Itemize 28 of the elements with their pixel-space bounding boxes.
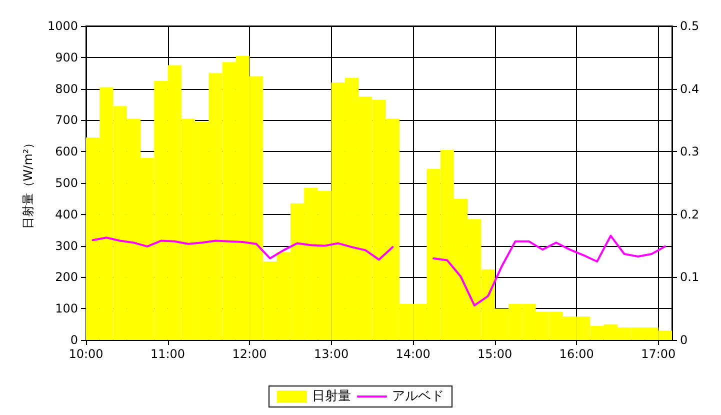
- y2-tick-label: 0.4: [680, 82, 700, 96]
- y-tick-label: 200: [55, 270, 78, 284]
- x-tick-label: 15:00: [478, 347, 512, 361]
- legend-label: 日射量: [312, 389, 351, 404]
- y-tick-label: 700: [55, 113, 78, 128]
- y-tick-label: 1000: [47, 19, 78, 33]
- y2-tick-label: 0.1: [680, 270, 700, 284]
- y2-tick-label: 0.2: [680, 207, 700, 222]
- y-tick-label: 100: [55, 302, 78, 316]
- y-tick-label: 500: [55, 176, 78, 190]
- y-tick-label: 900: [55, 50, 78, 64]
- x-tick-label: 16:00: [559, 347, 594, 361]
- y2-tick-label: 0.3: [680, 144, 700, 159]
- x-tick-label: 10:00: [68, 347, 104, 361]
- legend-label: アルベド: [392, 389, 444, 404]
- y-tick-label: 300: [55, 238, 78, 253]
- x-tick-label: 14:00: [396, 347, 430, 361]
- y-axis-title: 日射量（W/m²）: [21, 136, 35, 230]
- x-tick-label: 11:00: [150, 347, 186, 361]
- x-tick-label: 17:00: [641, 347, 676, 361]
- y-tick-label: 600: [55, 144, 78, 159]
- x-tick-label: 13:00: [314, 347, 349, 361]
- y-tick-label: 800: [55, 82, 78, 96]
- y-tick-label: 0: [70, 333, 78, 347]
- x-tick-label: 12:00: [232, 347, 267, 361]
- y2-tick-label: 0: [680, 333, 688, 347]
- y-tick-label: 400: [55, 207, 78, 222]
- y2-tick-label: 0.5: [680, 19, 700, 33]
